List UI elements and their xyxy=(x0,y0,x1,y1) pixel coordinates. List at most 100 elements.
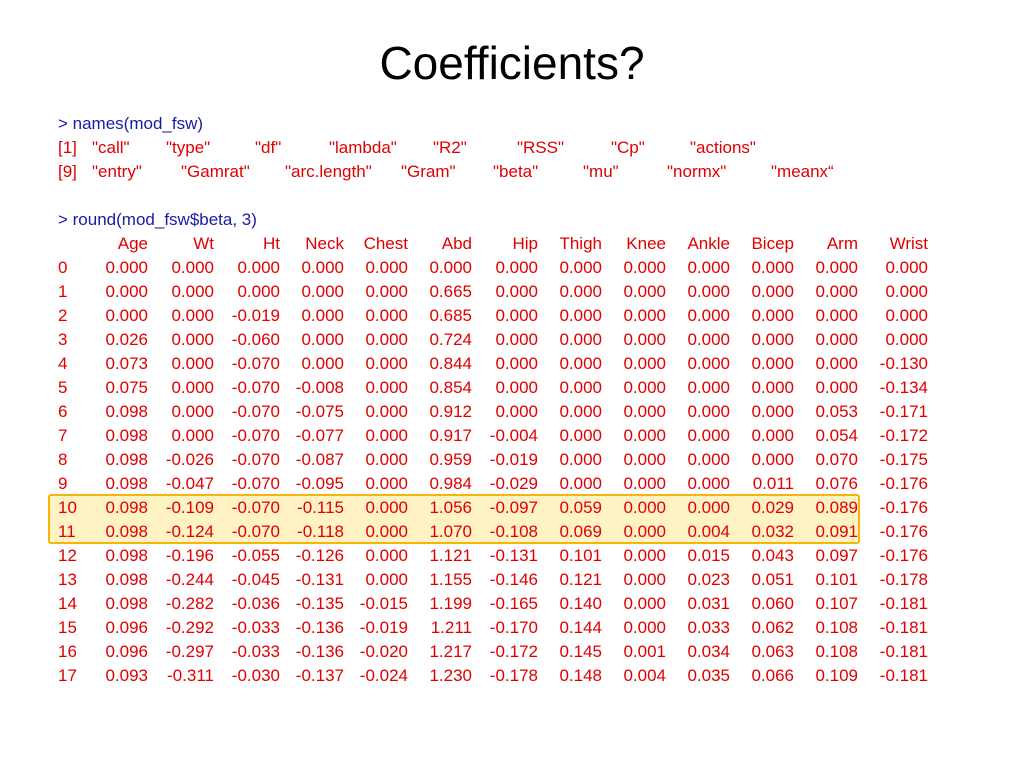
table-cell: 0.685 xyxy=(429,306,472,325)
table-cell: 0.144 xyxy=(559,618,602,637)
table-cell: 0.000 xyxy=(623,354,666,373)
table-cell: 0.098 xyxy=(105,522,148,541)
names-item: "Gamrat" xyxy=(181,162,250,181)
table-cell: 0.098 xyxy=(105,426,148,445)
table-cell: 1.155 xyxy=(429,570,472,589)
table-cell: -0.070 xyxy=(231,378,280,397)
table-cell: 0.000 xyxy=(687,306,730,325)
table-cell: -0.181 xyxy=(879,642,928,661)
table-cell: 0.000 xyxy=(365,378,408,397)
table-cell: -0.070 xyxy=(231,498,280,517)
table-cell: 0.000 xyxy=(495,330,538,349)
table-cell: 0.096 xyxy=(105,642,148,661)
table-cell: 0.075 xyxy=(105,378,148,397)
table-cell: 0.000 xyxy=(623,426,666,445)
table-cell: -0.170 xyxy=(489,618,538,637)
table-row: 12 0.098 -0.196 -0.055 -0.126 0.000 1.121 -0.13… xyxy=(58,544,934,568)
table-cell: 0.076 xyxy=(815,474,858,493)
table-cell: 0.096 xyxy=(105,618,148,637)
table-cell: 0.000 xyxy=(623,378,666,397)
table-cell: 0.000 xyxy=(559,282,602,301)
table-cell: -0.130 xyxy=(879,354,928,373)
table-row: 2 0.000 0.000 -0.019 0.000 0.000 0.685 0.000 0.0… xyxy=(58,304,934,328)
table-cell: -0.175 xyxy=(879,450,928,469)
table-row: 5 0.075 0.000 -0.070 -0.008 0.000 0.854 0.000 0.… xyxy=(58,376,934,400)
table-cell: 0.011 xyxy=(752,474,794,493)
table-row: 10 0.098 -0.109 -0.070 -0.115 0.000 1.056 -0.09… xyxy=(58,496,934,520)
column-header: Bicep xyxy=(751,234,794,253)
table-cell: 1.211 xyxy=(430,618,472,637)
names-item: "beta" xyxy=(493,162,539,181)
row-index: 2 xyxy=(58,306,68,325)
table-cell: 0.098 xyxy=(105,498,148,517)
names-item: "RSS" xyxy=(517,138,565,157)
table-cell: 0.000 xyxy=(687,498,730,517)
table-cell: -0.095 xyxy=(295,474,344,493)
table-cell: 0.912 xyxy=(429,402,472,421)
table-cell: 0.000 xyxy=(751,258,794,277)
blank-line xyxy=(58,184,934,208)
table-cell: 0.917 xyxy=(429,426,472,445)
table-cell: 0.000 xyxy=(885,306,928,325)
row-index: 8 xyxy=(58,450,68,469)
table-cell: -0.109 xyxy=(165,498,214,517)
row-index: 3 xyxy=(58,330,68,349)
table-cell: 0.000 xyxy=(559,426,602,445)
table-cell: 0.062 xyxy=(751,618,794,637)
table-cell: -0.075 xyxy=(295,402,344,421)
table-cell: -0.181 xyxy=(879,594,928,613)
table-cell: -0.137 xyxy=(295,666,344,685)
table-cell: 0.000 xyxy=(623,570,666,589)
table-cell: -0.033 xyxy=(231,618,280,637)
table-cell: -0.004 xyxy=(489,426,538,445)
table-cell: 0.000 xyxy=(559,474,602,493)
table-cell: 0.004 xyxy=(623,666,666,685)
table-cell: -0.036 xyxy=(231,594,280,613)
table-cell: 0.098 xyxy=(105,570,148,589)
table-cell: 0.000 xyxy=(687,426,730,445)
row-index: 11 xyxy=(58,522,76,541)
table-cell: -0.060 xyxy=(231,330,280,349)
table-cell: 0.000 xyxy=(559,402,602,421)
table-cell: 0.000 xyxy=(623,618,666,637)
table-cell: -0.108 xyxy=(489,522,538,541)
table-cell: 0.060 xyxy=(751,594,794,613)
table-cell: 0.053 xyxy=(815,402,858,421)
table-cell: 0.059 xyxy=(559,498,602,517)
table-cell: 0.000 xyxy=(751,402,794,421)
table-cell: -0.165 xyxy=(489,594,538,613)
table-cell: -0.045 xyxy=(231,570,280,589)
table-cell: -0.282 xyxy=(165,594,214,613)
table-cell: 0.000 xyxy=(885,330,928,349)
table-body: 0 0.000 0.000 0.000 0.000 0.000 0.000 0.000 0.00… xyxy=(58,256,934,688)
table-row: 9 0.098 -0.047 -0.070 -0.095 0.000 0.984 -0.029… xyxy=(58,472,934,496)
table-cell: 0.984 xyxy=(429,474,472,493)
table-cell: 0.000 xyxy=(623,450,666,469)
table-cell: 0.000 xyxy=(751,450,794,469)
table-cell: 0.000 xyxy=(301,306,344,325)
column-header: Knee xyxy=(626,234,666,253)
names-item: "entry" xyxy=(92,162,142,181)
row-index: 7 xyxy=(58,426,68,445)
column-header: Thigh xyxy=(559,234,602,253)
table-cell: 0.000 xyxy=(815,282,858,301)
table-cell: -0.124 xyxy=(165,522,214,541)
table-cell: 0.098 xyxy=(105,450,148,469)
table-cell: 0.101 xyxy=(815,570,858,589)
table-cell: -0.077 xyxy=(295,426,344,445)
table-row: 17 0.093 -0.311 -0.030 -0.137 -0.024 1.230 -0.1… xyxy=(58,664,934,688)
table-cell: -0.029 xyxy=(489,474,538,493)
table-cell: -0.126 xyxy=(295,546,344,565)
table-cell: 0.000 xyxy=(623,594,666,613)
table-cell: 0.000 xyxy=(751,330,794,349)
table-cell: 0.051 xyxy=(751,570,794,589)
table-cell: 0.069 xyxy=(559,522,602,541)
table-cell: -0.178 xyxy=(879,570,928,589)
names-item: "Gram" xyxy=(401,162,456,181)
table-cell: 0.000 xyxy=(495,402,538,421)
table-cell: 0.854 xyxy=(429,378,472,397)
table-cell: 0.032 xyxy=(751,522,794,541)
slide-title: Coefficients? xyxy=(379,37,645,89)
table-cell: 0.000 xyxy=(623,258,666,277)
table-cell: 0.000 xyxy=(301,258,344,277)
